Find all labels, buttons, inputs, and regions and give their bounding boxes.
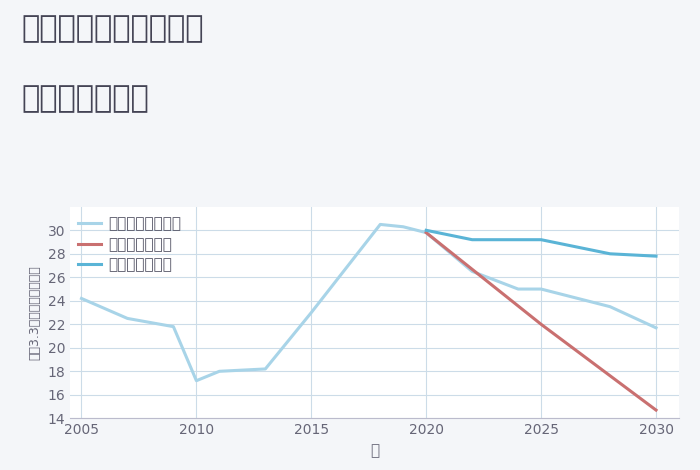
グッドシナリオ [537, 237, 545, 243]
グッドシナリオ [514, 237, 522, 243]
グッドシナリオ [491, 237, 499, 243]
ノーマルシナリオ [215, 368, 223, 374]
グッドシナリオ [445, 232, 454, 238]
ノーマルシナリオ [422, 230, 430, 235]
グッドシナリオ [652, 253, 660, 259]
グッドシナリオ [422, 227, 430, 233]
ノーマルシナリオ [123, 316, 132, 321]
グッドシナリオ [468, 237, 477, 243]
Legend: ノーマルシナリオ, バッドシナリオ, グッドシナリオ: ノーマルシナリオ, バッドシナリオ, グッドシナリオ [78, 217, 181, 272]
ノーマルシナリオ [169, 324, 178, 329]
グッドシナリオ [606, 251, 615, 257]
ノーマルシナリオ [261, 366, 270, 372]
Line: バッドシナリオ: バッドシナリオ [426, 233, 656, 410]
ノーマルシナリオ [399, 224, 407, 230]
バッドシナリオ [652, 407, 660, 413]
X-axis label: 年: 年 [370, 443, 379, 458]
ノーマルシナリオ [307, 310, 316, 315]
ノーマルシナリオ [376, 221, 384, 227]
ノーマルシナリオ [77, 296, 85, 301]
Text: 千葉県印西市西の原の: 千葉県印西市西の原の [21, 14, 204, 43]
ノーマルシナリオ [193, 378, 201, 384]
ノーマルシナリオ [606, 304, 615, 309]
バッドシナリオ [537, 321, 545, 327]
ノーマルシナリオ [468, 268, 477, 274]
Line: グッドシナリオ: グッドシナリオ [426, 230, 656, 256]
ノーマルシナリオ [652, 325, 660, 331]
Line: ノーマルシナリオ: ノーマルシナリオ [81, 224, 656, 381]
Y-axis label: 坪（3.3㎡）単価（万円）: 坪（3.3㎡）単価（万円） [29, 265, 42, 360]
ノーマルシナリオ [537, 286, 545, 292]
ノーマルシナリオ [514, 286, 522, 292]
バッドシナリオ [422, 230, 430, 235]
Text: 土地の価格推移: 土地の価格推移 [21, 85, 148, 114]
